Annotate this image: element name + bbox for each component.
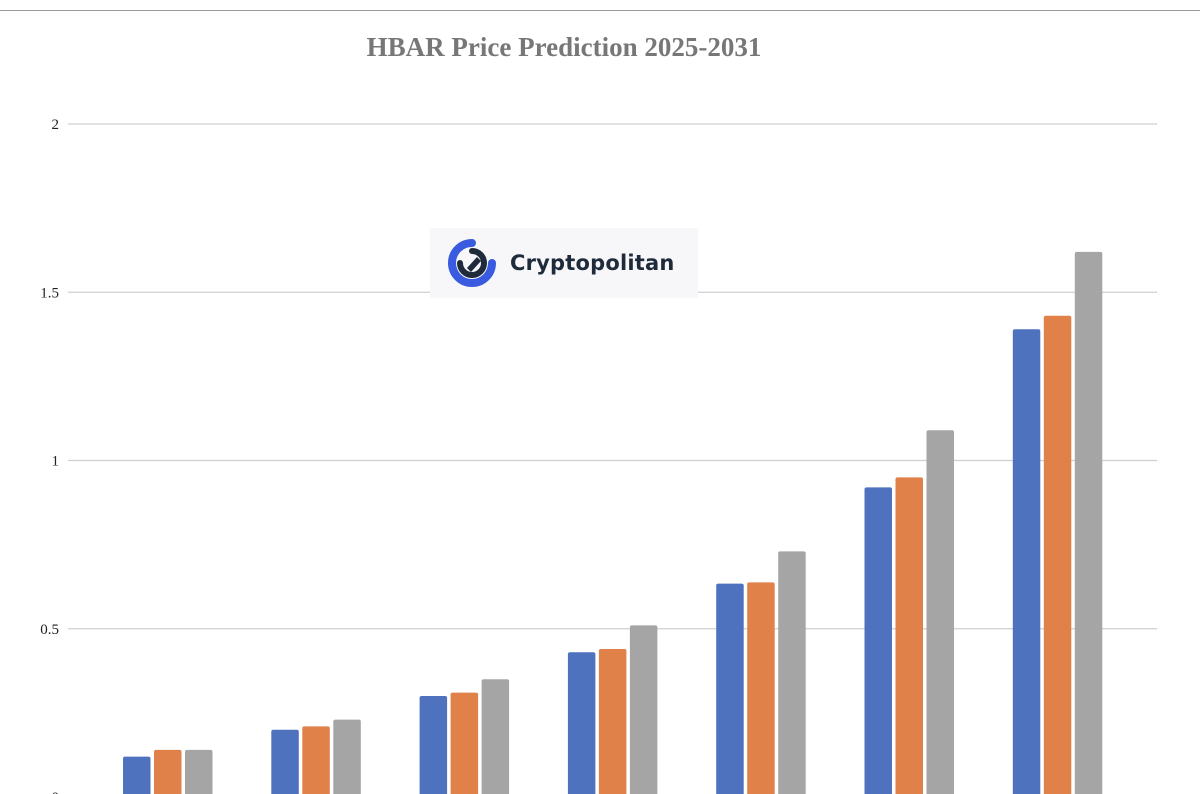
chart-title: HBAR Price Prediction 2025-2031 xyxy=(366,32,762,62)
bar xyxy=(1074,251,1103,794)
bars xyxy=(123,251,1103,794)
y-tick-label: 1.5 xyxy=(40,285,59,301)
top-divider xyxy=(0,10,1200,11)
bar xyxy=(895,477,923,794)
y-tick-label: 2 xyxy=(52,117,60,133)
bar xyxy=(567,652,596,794)
y-tick-label: 1 xyxy=(52,454,60,470)
bar xyxy=(747,582,775,794)
bar xyxy=(154,749,182,794)
y-axis-ticks: 0 0.5 1 1.5 2 xyxy=(40,117,59,794)
bar xyxy=(778,551,806,794)
bar xyxy=(185,749,213,794)
watermark-text: Cryptopolitan xyxy=(510,251,675,275)
cryptopolitan-logo-icon xyxy=(448,239,496,287)
bar xyxy=(481,679,510,794)
bar xyxy=(419,696,448,794)
bar xyxy=(716,583,744,794)
bar xyxy=(629,625,658,794)
bar xyxy=(450,692,479,794)
bar xyxy=(302,726,330,794)
bar xyxy=(1012,329,1041,794)
bar xyxy=(864,487,892,794)
bar xyxy=(1043,315,1072,794)
bar xyxy=(271,729,299,794)
y-tick-label: 0.5 xyxy=(40,622,59,638)
y-tick-label: 0 xyxy=(52,790,60,794)
bar xyxy=(333,719,361,794)
bar xyxy=(598,648,627,794)
watermark: Cryptopolitan xyxy=(430,228,698,298)
bar xyxy=(123,756,151,794)
bar xyxy=(926,430,954,794)
